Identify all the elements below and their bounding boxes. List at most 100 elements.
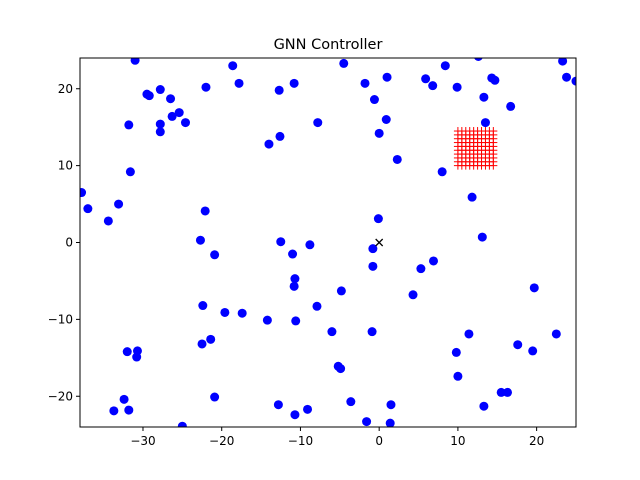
data-point <box>428 256 438 266</box>
y-axis: −20 −10 0 10 20 <box>48 82 80 403</box>
data-point <box>453 371 463 381</box>
data-point <box>421 74 431 84</box>
data-point <box>200 206 210 216</box>
data-point <box>428 81 438 91</box>
x-tick-label: 10 <box>450 434 465 448</box>
data-point <box>155 127 165 137</box>
data-point <box>210 392 220 402</box>
data-point <box>336 286 346 296</box>
data-point <box>496 387 506 397</box>
data-point <box>467 192 477 202</box>
data-point <box>201 82 211 92</box>
data-point <box>155 119 165 129</box>
data-point <box>339 58 349 68</box>
data-point <box>529 283 539 293</box>
data-point <box>290 274 300 284</box>
origin-marker <box>375 238 384 247</box>
data-point <box>558 58 568 66</box>
data-point <box>290 410 300 420</box>
data-point <box>264 139 274 149</box>
data-point <box>392 154 402 164</box>
data-point <box>288 249 298 259</box>
x-tick-label: −20 <box>209 434 234 448</box>
data-point <box>124 405 134 415</box>
data-point <box>206 334 216 344</box>
data-point <box>346 397 356 407</box>
data-point <box>336 364 346 374</box>
y-tick-label: −10 <box>48 312 73 326</box>
data-point <box>479 401 489 411</box>
data-point <box>437 167 447 177</box>
data-point <box>180 118 190 128</box>
data-point <box>367 327 377 337</box>
data-point <box>479 92 489 102</box>
data-point <box>303 404 313 414</box>
data-point <box>122 347 132 357</box>
x-tick-label: −30 <box>130 434 155 448</box>
data-point <box>198 301 208 311</box>
data-point <box>124 120 134 130</box>
data-point <box>373 214 383 224</box>
data-point <box>262 315 272 325</box>
data-point <box>109 406 119 416</box>
data-point <box>385 418 395 427</box>
data-point <box>312 301 322 311</box>
y-tick-label: 0 <box>65 236 73 250</box>
data-point <box>416 264 426 274</box>
data-point <box>480 118 490 128</box>
data-point <box>464 329 474 339</box>
data-point <box>327 327 337 337</box>
y-tick-label: 10 <box>58 159 73 173</box>
x-axis: −30 −20 −10 0 10 20 <box>130 427 544 448</box>
data-point <box>408 290 418 300</box>
data-point <box>382 72 392 82</box>
data-point <box>360 78 370 88</box>
data-point <box>174 108 184 118</box>
x-tick-label: −10 <box>288 434 313 448</box>
x-tick-label: 0 <box>375 434 383 448</box>
target-marker <box>489 127 498 136</box>
data-point <box>125 167 135 177</box>
data-point <box>103 216 113 226</box>
data-point <box>562 72 572 82</box>
data-point <box>144 91 154 101</box>
chart-title: GNN Controller <box>274 37 383 53</box>
data-point <box>197 339 207 349</box>
data-point <box>374 128 384 138</box>
data-point <box>571 76 576 86</box>
data-point <box>451 347 461 357</box>
data-point <box>305 240 315 250</box>
data-point <box>276 237 286 247</box>
data-point <box>506 101 516 111</box>
data-point <box>368 261 378 271</box>
x-tick-label: 20 <box>529 434 544 448</box>
data-point <box>274 85 284 95</box>
data-point <box>155 85 165 95</box>
data-point <box>132 352 142 362</box>
data-point <box>273 400 283 410</box>
data-point <box>289 78 299 88</box>
data-point <box>289 281 299 291</box>
y-tick-label: −20 <box>48 389 73 403</box>
data-point <box>275 131 285 141</box>
data-point <box>513 340 523 350</box>
data-point <box>477 232 487 242</box>
data-point <box>195 235 205 245</box>
data-point <box>440 61 450 71</box>
data-point <box>368 244 378 254</box>
data-point <box>80 188 87 198</box>
data-point <box>452 82 462 92</box>
data-point <box>381 115 391 124</box>
data-point <box>313 118 323 128</box>
data-point <box>386 400 396 410</box>
data-point <box>114 199 124 209</box>
data-point <box>234 78 244 88</box>
data-point <box>130 58 140 65</box>
data-point <box>503 387 513 397</box>
data-point <box>228 61 238 71</box>
data-point <box>474 58 483 61</box>
data-point <box>177 421 187 427</box>
data-point <box>291 316 301 326</box>
data-point <box>210 250 220 260</box>
